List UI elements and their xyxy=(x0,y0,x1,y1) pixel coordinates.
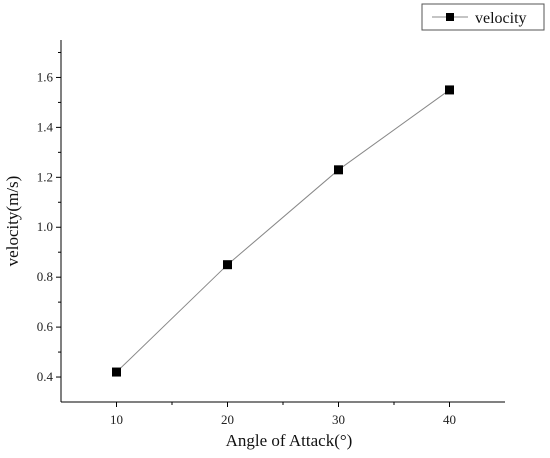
y-tick-label: 0.4 xyxy=(37,369,54,384)
data-point xyxy=(445,85,454,95)
legend: velocity xyxy=(421,3,545,31)
data-point xyxy=(223,260,232,270)
legend-label: velocity xyxy=(475,10,527,27)
y-tick-label: 0.8 xyxy=(37,269,53,284)
legend-marker xyxy=(446,13,454,21)
y-axis-title: velocity(m/s) xyxy=(3,176,22,267)
data-point xyxy=(334,165,343,175)
x-tick-label: 30 xyxy=(332,412,345,427)
series-group xyxy=(112,85,454,377)
y-tick-label: 1.2 xyxy=(37,169,53,184)
x-tick-label: 40 xyxy=(443,412,456,427)
y-tick-label: 0.6 xyxy=(37,319,54,334)
y-tick-label: 1.4 xyxy=(37,119,54,134)
y-tick-label: 1.6 xyxy=(37,69,54,84)
series-line xyxy=(116,89,450,373)
y-tick-label: 1.0 xyxy=(37,219,53,234)
x-tick-label: 10 xyxy=(110,412,123,427)
ticks: 0.4 0.6 0.8 1.0 1.2 1.4 1.6 10 20 30 40 xyxy=(37,51,456,427)
x-tick-label: 20 xyxy=(221,412,234,427)
data-point xyxy=(112,367,121,377)
x-axis-title: Angle of Attack(°) xyxy=(226,431,353,450)
axes xyxy=(60,40,505,403)
